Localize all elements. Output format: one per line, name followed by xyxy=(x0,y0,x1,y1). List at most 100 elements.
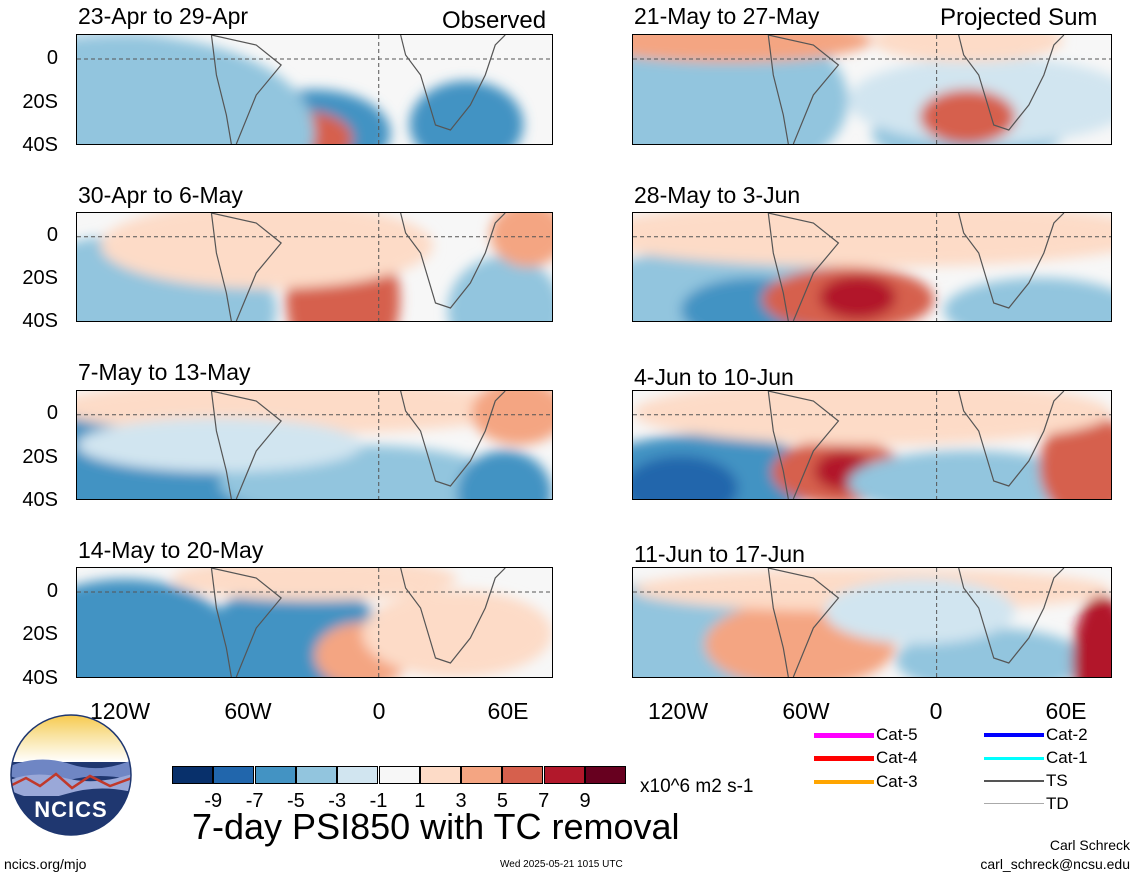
colorbar-swatch xyxy=(585,766,626,784)
x-tick-120w: 120W xyxy=(647,698,709,724)
logo-text: NCICS xyxy=(34,797,108,822)
legend-line-cat2 xyxy=(984,733,1044,737)
y-tick-40s: 40S xyxy=(22,310,58,332)
map-panel-6 xyxy=(632,212,1112,322)
colorbar-swatch xyxy=(172,766,213,784)
anomaly-contour xyxy=(447,256,552,321)
x-tick-0: 0 xyxy=(929,698,943,724)
africa-coastline xyxy=(958,213,1065,309)
panel-title-8: 11-Jun to 17-Jun xyxy=(634,541,805,567)
south-america-coastline xyxy=(210,391,282,499)
legend-line-td xyxy=(984,803,1044,804)
anomaly-contour xyxy=(824,578,1016,645)
legend-line-cat5 xyxy=(814,733,874,738)
anomaly-contour xyxy=(633,35,849,144)
map-panel-4 xyxy=(76,567,553,678)
anomaly-contour xyxy=(457,450,552,499)
x-tick-60w: 60W xyxy=(224,698,272,724)
south-america-coastline xyxy=(767,213,840,321)
panel-title-1: 23-Apr to 29-Apr xyxy=(78,3,249,29)
x-tick-120w: 120W xyxy=(89,698,151,724)
legend-label-cat3: Cat-3 xyxy=(876,772,918,791)
south-america-coastline xyxy=(210,213,282,321)
legend-label-cat1: Cat-1 xyxy=(1046,748,1088,767)
x-tick-60w: 60W xyxy=(782,698,830,724)
legend-line-cat3 xyxy=(814,780,874,784)
colorbar-swatch xyxy=(543,766,585,784)
legend-label-cat2: Cat-2 xyxy=(1046,725,1088,744)
legend-label-cat4: Cat-4 xyxy=(876,748,918,767)
x-tick-0: 0 xyxy=(372,698,386,724)
map-panel-7 xyxy=(632,390,1112,500)
x-tick-60e: 60E xyxy=(487,698,529,724)
colorbar-swatch xyxy=(254,766,296,784)
x-tick-60e: 60E xyxy=(1045,698,1087,724)
africa-coastline xyxy=(958,35,1065,131)
colorbar-swatch xyxy=(502,766,544,784)
colorbar-label: 9 xyxy=(579,790,591,812)
anomaly-contour xyxy=(819,275,896,319)
panel-title-7: 4-Jun to 10-Jun xyxy=(634,364,794,390)
y-tick-40s: 40S xyxy=(22,489,58,511)
colorbar-swatch xyxy=(213,766,255,784)
map-panel-3 xyxy=(76,390,553,500)
anomaly-contour xyxy=(362,589,552,677)
colorbar-swatch xyxy=(295,766,337,784)
colorbar-label: -1 xyxy=(369,790,388,812)
footer-author: Carl Schreck xyxy=(1049,837,1130,853)
y-tick-0: 0 xyxy=(46,224,58,246)
colorbar-label: 1 xyxy=(414,790,426,812)
anomaly-contour xyxy=(633,213,1111,267)
colorbar-swatch xyxy=(419,766,461,784)
anomaly-contour xyxy=(633,455,739,499)
anomaly-contour xyxy=(919,89,1016,144)
anomaly-contour xyxy=(172,568,457,601)
y-tick-20s: 20S xyxy=(22,267,58,289)
map-panel-8 xyxy=(632,567,1112,678)
anomaly-contour xyxy=(872,35,1064,63)
south-america-coastline xyxy=(210,35,282,144)
colorbar-label: 7 xyxy=(538,790,550,812)
anomaly-contour xyxy=(471,391,552,445)
colorbar-label: -7 xyxy=(245,790,264,812)
footer-url: ncics.org/mjo xyxy=(4,856,87,872)
y-tick-0: 0 xyxy=(46,580,58,602)
y-tick-0: 0 xyxy=(46,47,58,69)
figure-title: 7-day PSI850 with TC removal xyxy=(192,806,680,847)
y-tick-20s: 20S xyxy=(22,91,58,113)
projected-label: Projected Sum xyxy=(940,4,1098,31)
anomaly-contour xyxy=(633,35,872,63)
south-america-coastline xyxy=(767,391,840,499)
map-panel-2 xyxy=(76,212,553,322)
africa-coastline xyxy=(958,391,1065,487)
colorbar-swatch xyxy=(337,766,379,784)
ncics-logo: NCICS xyxy=(10,714,132,836)
anomaly-contour xyxy=(490,213,552,267)
panel-title-6: 28-May to 3-Jun xyxy=(634,182,801,208)
panel-title-4: 14-May to 20-May xyxy=(78,537,264,563)
y-tick-20s: 20S xyxy=(22,623,58,645)
colorbar: -9 -7 -5 -3 -1 1 3 5 7 9 xyxy=(172,766,627,812)
anomaly-contour xyxy=(943,277,1111,321)
anomaly-contour xyxy=(409,80,524,144)
africa-coastline xyxy=(400,213,506,309)
legend-line-cat4 xyxy=(814,756,874,761)
anomaly-contour xyxy=(633,391,1111,445)
south-america-coastline xyxy=(767,568,840,677)
legend-label-ts: TS xyxy=(1046,771,1068,790)
colorbar-label: 3 xyxy=(455,790,467,812)
legend-label-cat5: Cat-5 xyxy=(876,725,918,744)
map-panel-5 xyxy=(632,34,1112,145)
footer-timestamp: Wed 2025-05-21 1015 UTC xyxy=(500,859,623,870)
africa-coastline xyxy=(400,391,506,487)
y-tick-0: 0 xyxy=(46,402,58,424)
africa-coastline xyxy=(400,568,506,664)
legend-line-cat1 xyxy=(984,757,1044,760)
y-tick-20s: 20S xyxy=(22,446,58,468)
colorbar-swatch xyxy=(378,766,420,784)
anomaly-contour xyxy=(1039,412,1111,499)
observed-label: Observed xyxy=(442,7,547,34)
colorbar-label: -3 xyxy=(328,790,347,812)
anomaly-contour xyxy=(77,35,315,144)
legend-line-ts xyxy=(984,780,1044,782)
